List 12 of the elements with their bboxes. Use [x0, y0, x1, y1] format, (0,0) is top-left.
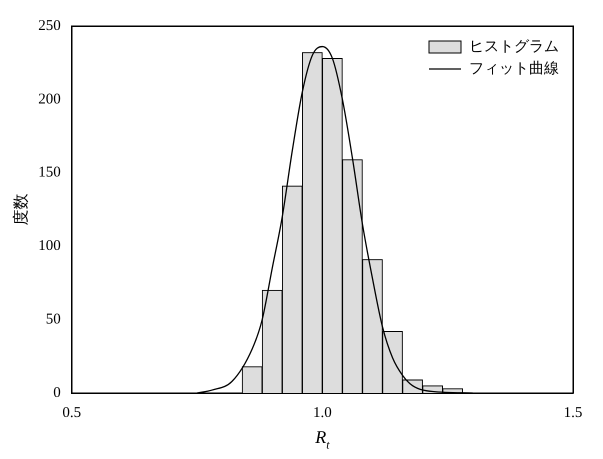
y-tick-label: 50 — [46, 312, 61, 328]
y-axis-title: 度数 — [10, 194, 30, 226]
y-tick-label: 250 — [38, 18, 61, 34]
legend-label: ヒストグラム — [469, 38, 559, 55]
x-tick-label: 0.5 — [62, 404, 82, 421]
x-tick-label: 1.0 — [312, 404, 332, 421]
x-tick-label: 1.5 — [564, 404, 582, 421]
legend-label: フィット曲線 — [469, 60, 559, 77]
y-tick-label: 0 — [53, 384, 61, 401]
y-tick-label: 200 — [38, 91, 61, 108]
y-tick-label: 100 — [38, 238, 61, 254]
y-tick-label: 150 — [38, 164, 61, 181]
